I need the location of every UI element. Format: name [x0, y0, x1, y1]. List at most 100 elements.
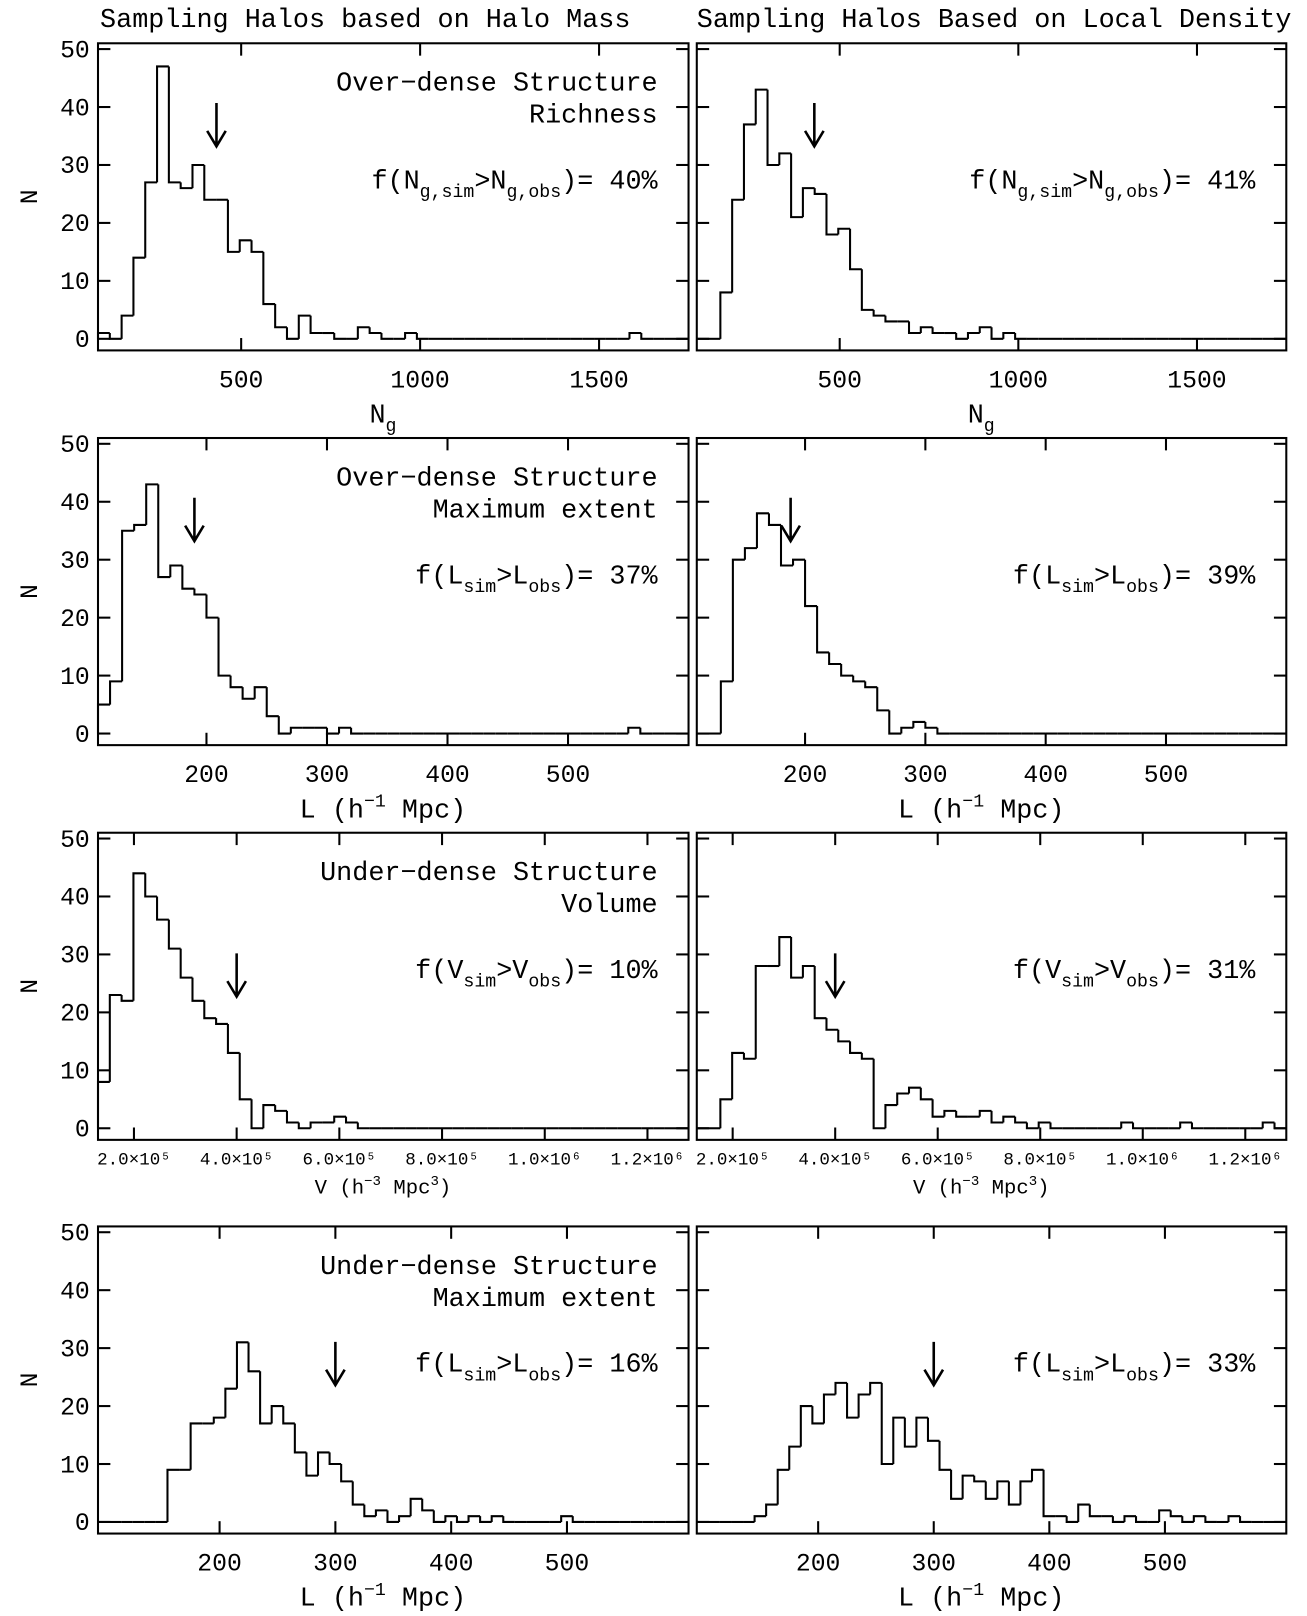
- stat-annotation: f(Lsim>Lobs)= 33%: [1013, 1351, 1256, 1387]
- histogram-bin: [145, 483, 159, 525]
- histogram-bin: [790, 153, 803, 219]
- histogram-bin: [864, 681, 878, 689]
- histogram-bin: [96, 331, 110, 339]
- histogram-bin: [876, 687, 890, 712]
- histogram-bin: [834, 1381, 848, 1395]
- stat-annotation: f(Vsim>Vobs)= 10%: [415, 957, 658, 993]
- x-tick-label: 300: [903, 762, 948, 790]
- histogram-bin: [133, 523, 147, 531]
- text-segment: sim: [1061, 578, 1094, 598]
- histogram-bin: [247, 1342, 261, 1373]
- y-tick-label: 30: [60, 943, 90, 971]
- x-tick-label: 1.2×10⁶: [611, 1151, 685, 1171]
- y-tick-label: 50: [60, 827, 90, 855]
- plot-frame: [96, 436, 690, 747]
- histogram-bin: [811, 1406, 824, 1425]
- histogram-bin: [120, 994, 134, 1002]
- y-tick-label: 30: [60, 153, 90, 181]
- histogram-bin: [816, 606, 830, 654]
- text-segment: Mpc: [979, 1177, 1028, 1200]
- text-segment: f(L: [415, 1351, 463, 1381]
- y-axis-label: N: [17, 189, 45, 204]
- histogram-bin: [1204, 1516, 1217, 1523]
- histogram-bin: [1169, 1510, 1183, 1518]
- histogram-bin: [943, 1109, 957, 1117]
- histogram-bin: [120, 314, 134, 339]
- text-segment: 3: [430, 1174, 438, 1190]
- annotation: Maximum extent: [433, 1285, 658, 1315]
- histogram-bin: [825, 1018, 839, 1031]
- text-segment: )= 40%: [561, 168, 658, 198]
- x-axis-label: Ng: [369, 402, 396, 438]
- y-tick-label: 0: [75, 327, 90, 355]
- histogram-bin: [754, 964, 768, 1059]
- text-segment: sim: [1061, 973, 1094, 993]
- x-tick-label: 1.0×10⁶: [508, 1151, 582, 1171]
- histogram-bin: [924, 721, 938, 729]
- histogram-bin: [96, 703, 111, 734]
- x-tick-label: 1500: [1167, 368, 1226, 396]
- histogram-bin: [813, 188, 827, 195]
- text-segment: sim: [463, 973, 496, 993]
- histogram-bin: [907, 1086, 921, 1094]
- text-segment: >L: [496, 1351, 528, 1381]
- y-tick-label: 40: [60, 1278, 90, 1306]
- histogram-bin: [1227, 1515, 1241, 1522]
- x-tick-label: 400: [1027, 1551, 1072, 1579]
- annotation: Richness: [529, 102, 658, 132]
- text-segment: g,sim: [420, 183, 475, 203]
- plot-frame: [96, 42, 690, 352]
- histogram-bin: [804, 559, 818, 608]
- histogram-bin: [344, 1116, 358, 1124]
- text-segment: )= 41%: [1159, 168, 1256, 198]
- histogram-bin: [241, 687, 255, 700]
- x-tick-label: 500: [1144, 762, 1189, 790]
- y-tick-label: 40: [60, 885, 90, 913]
- histogram-bin: [961, 1474, 975, 1499]
- histogram-bin: [996, 1480, 1009, 1499]
- histogram-bin: [560, 1515, 573, 1522]
- histogram-bin: [108, 333, 122, 340]
- histogram-bin: [1111, 1516, 1125, 1523]
- plot-frame: [695, 436, 1288, 747]
- x-tick-label: 8.0×10⁵: [1003, 1151, 1077, 1171]
- text-segment: −1: [962, 1581, 984, 1601]
- histogram-bin: [742, 123, 756, 200]
- y-tick-label: 50: [60, 1220, 90, 1248]
- histogram-bin: [444, 1515, 457, 1522]
- histogram-bin: [931, 1099, 945, 1118]
- text-segment: V (h: [913, 1177, 962, 1200]
- histogram-bin: [193, 588, 207, 596]
- histogram-bin: [640, 333, 654, 340]
- histogram-bin: [849, 228, 862, 271]
- x-axis-label: Ng: [968, 402, 995, 438]
- text-segment: )= 39%: [1159, 562, 1256, 592]
- histogram-bin: [857, 1393, 871, 1418]
- histogram-bin: [226, 1023, 240, 1054]
- text-segment: obs: [1126, 578, 1159, 598]
- histogram-bin: [990, 1110, 1004, 1124]
- annotation: Over−dense Structure: [336, 464, 657, 494]
- histogram-bin: [238, 239, 252, 252]
- text-segment: L (h: [300, 1585, 364, 1615]
- histogram-bin: [409, 1497, 423, 1517]
- text-segment: obs: [1126, 1366, 1159, 1386]
- histogram-bin: [884, 315, 898, 323]
- histogram-bin: [639, 727, 653, 735]
- histogram-bin: [205, 594, 219, 619]
- histogram-bin: [179, 948, 193, 979]
- histogram-bin: [421, 1498, 434, 1512]
- histogram-bin: [837, 1029, 851, 1043]
- text-segment: )= 37%: [561, 562, 658, 592]
- histogram-bin: [719, 291, 733, 339]
- histogram-bin: [978, 326, 992, 334]
- histogram-bin: [1179, 1121, 1192, 1129]
- histogram-bin: [1042, 1469, 1056, 1518]
- observed-arrow: [184, 497, 205, 544]
- histogram-bin: [285, 1110, 299, 1124]
- histogram-bin: [404, 331, 417, 339]
- histogram-bin: [872, 1058, 886, 1130]
- histogram-bin: [926, 1417, 940, 1442]
- x-tick-label: 500: [546, 762, 591, 790]
